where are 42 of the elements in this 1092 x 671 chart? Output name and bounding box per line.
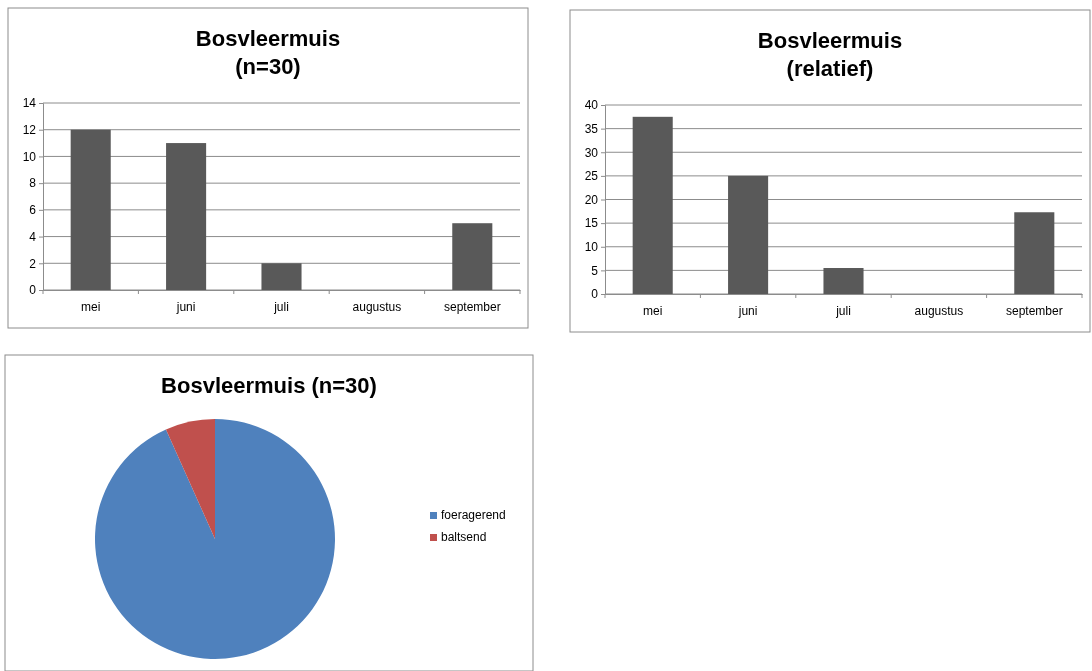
legend-label: baltsend xyxy=(441,530,487,544)
x-tick-label: augustus xyxy=(352,299,402,314)
chart-title: Bosvleermuis (n=30) xyxy=(161,373,377,398)
x-tick-label: augustus xyxy=(914,303,964,318)
x-tick-label: juni xyxy=(175,299,196,314)
bar xyxy=(70,129,111,290)
bar xyxy=(823,268,864,294)
y-tick-label: 14 xyxy=(22,96,37,111)
legend-label: foeragerend xyxy=(441,508,506,522)
y-tick-label: 12 xyxy=(22,123,37,138)
y-tick-label: 6 xyxy=(29,203,37,218)
bar xyxy=(728,175,769,294)
y-tick-label: 20 xyxy=(584,192,599,207)
x-tick-label: juli xyxy=(273,299,289,314)
y-tick-label: 25 xyxy=(584,169,599,184)
chart-title: Bosvleermuis (n=30) xyxy=(195,26,341,79)
x-tick-label: juni xyxy=(737,303,758,318)
x-tick-label: september xyxy=(1005,303,1063,318)
y-tick-label: 0 xyxy=(591,287,599,302)
bar xyxy=(166,143,207,290)
y-tick-label: 10 xyxy=(584,240,599,255)
pie-slice xyxy=(165,419,215,539)
bar xyxy=(632,116,673,294)
y-tick-label: 10 xyxy=(22,149,37,164)
y-tick-label: 35 xyxy=(584,121,599,136)
y-tick-label: 0 xyxy=(29,283,37,298)
y-tick-label: 8 xyxy=(29,176,37,191)
bar xyxy=(452,223,493,290)
x-tick-label: juli xyxy=(835,303,851,318)
x-tick-label: september xyxy=(443,299,501,314)
y-tick-label: 4 xyxy=(29,229,37,244)
bar xyxy=(1014,212,1055,294)
y-tick-label: 15 xyxy=(584,216,599,231)
x-tick-label: mei xyxy=(81,299,101,314)
y-tick-label: 40 xyxy=(584,98,599,113)
chart-title: Bosvleermuis (relatief) xyxy=(757,28,903,81)
x-tick-label: mei xyxy=(643,303,663,318)
y-tick-label: 2 xyxy=(29,256,37,271)
y-tick-label: 30 xyxy=(584,145,599,160)
bar xyxy=(261,263,302,290)
pie-slice xyxy=(95,419,335,659)
y-tick-label: 5 xyxy=(591,263,599,278)
